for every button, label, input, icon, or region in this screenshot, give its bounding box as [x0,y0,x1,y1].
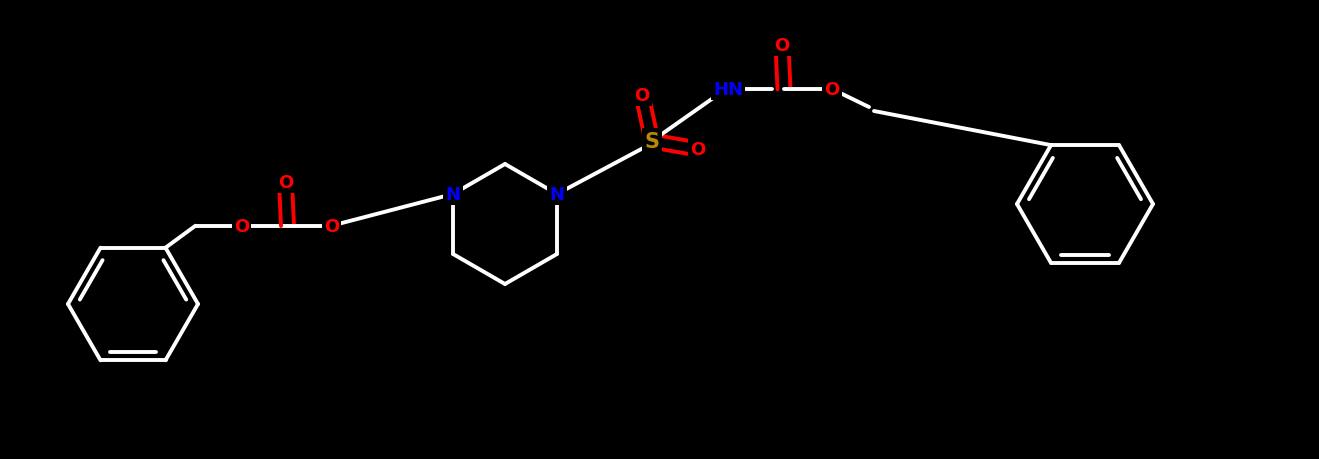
Text: O: O [324,217,339,235]
Text: HN: HN [714,81,743,99]
Text: O: O [233,217,249,235]
Text: N: N [550,185,565,203]
Text: S: S [645,132,660,151]
Text: N: N [446,185,460,203]
Text: O: O [634,87,650,105]
Text: O: O [824,81,840,99]
Text: O: O [774,37,790,55]
Text: O: O [690,141,706,159]
Text: O: O [278,174,293,191]
